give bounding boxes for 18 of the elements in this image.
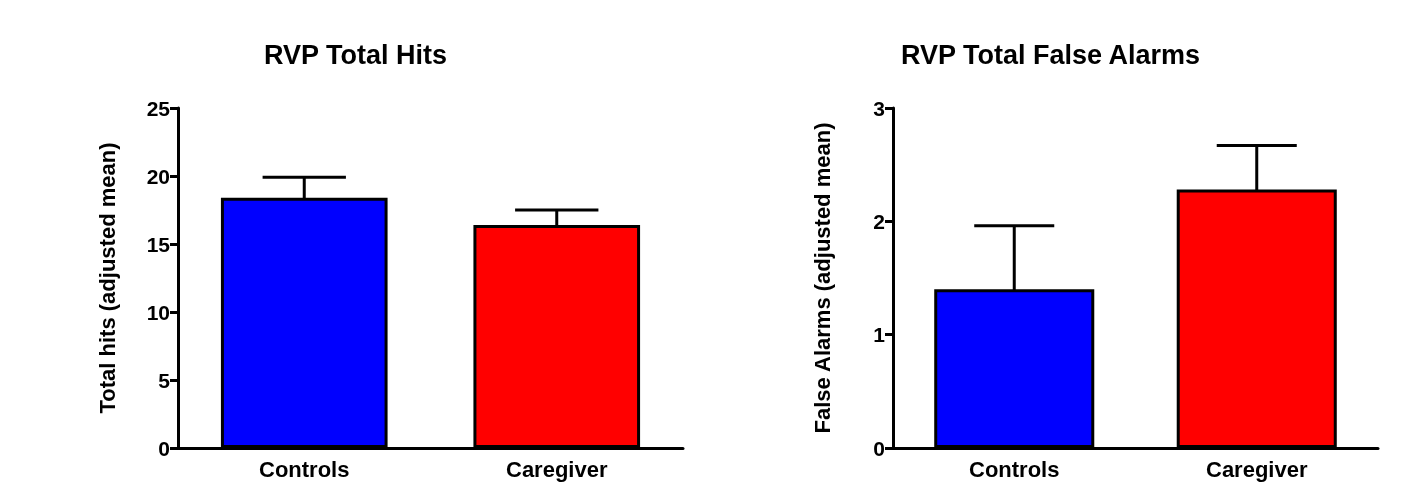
x-tick-label: Caregiver	[505, 456, 608, 482]
y-tick-label: 0	[873, 436, 885, 460]
y-tick-label: 5	[158, 368, 171, 392]
y-axis-title: False Alarms (adjusted mean)	[809, 122, 835, 434]
y-tick-label: 20	[146, 164, 170, 188]
y-tick-label: 10	[146, 300, 170, 324]
y-tick-label: 2	[873, 209, 885, 233]
y-tick-label: 15	[146, 232, 171, 256]
y-tick-label: 3	[873, 96, 885, 120]
x-tick-label: Controls	[259, 456, 350, 482]
y-tick-label: 25	[146, 96, 171, 120]
y-tick-label: 1	[873, 323, 886, 347]
chart-title: RVP Total Hits	[263, 39, 448, 70]
x-tick-label: Caregiver	[1205, 456, 1308, 482]
y-tick-label: 0	[158, 436, 170, 460]
x-tick-label: Controls	[969, 456, 1060, 482]
chart-title: RVP Total False Alarms	[900, 39, 1201, 70]
y-axis-title: Total hits (adjusted mean)	[94, 142, 120, 414]
